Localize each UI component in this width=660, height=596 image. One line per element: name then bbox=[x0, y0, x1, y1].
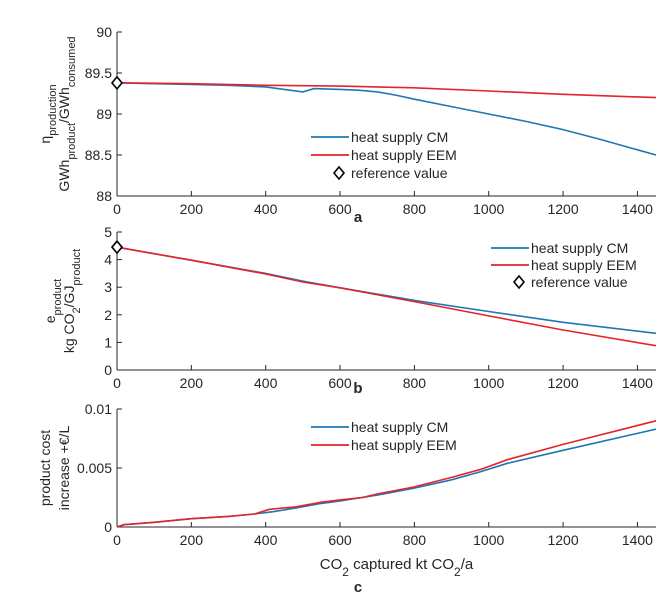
panel-letter: c bbox=[354, 579, 362, 596]
legend-label: heat supply EEM bbox=[531, 257, 637, 273]
y-tick-label: 0 bbox=[104, 362, 112, 378]
reference-marker bbox=[110, 75, 124, 91]
x-tick-label: 400 bbox=[254, 375, 278, 391]
chart-panel-b: 0 1 2 3 4 5 0 200 400 600 800 1000 1200 1400 eproductk… bbox=[42, 224, 657, 397]
x-tick-label: 1200 bbox=[547, 201, 578, 217]
legend-reference-marker bbox=[332, 165, 346, 181]
y-tick-label: 3 bbox=[104, 279, 112, 295]
x-tick-label: 800 bbox=[403, 375, 427, 391]
x-tick-label: 400 bbox=[254, 201, 278, 217]
y-axis-label: product cost increase +€/L bbox=[37, 426, 72, 511]
y-tick-label: 5 bbox=[104, 224, 112, 240]
panel-letter: a bbox=[354, 209, 363, 226]
series-line-eem bbox=[116, 82, 657, 99]
x-axis-label: CO2 captured kt CO2/a bbox=[320, 556, 474, 579]
legend-label: reference value bbox=[531, 274, 628, 290]
x-tick-label: 1000 bbox=[473, 532, 504, 548]
x-tick-label: 1000 bbox=[473, 375, 504, 391]
legend: heat supply CM heat supply EEM reference v… bbox=[311, 129, 457, 181]
x-tick-label: 200 bbox=[180, 532, 204, 548]
x-tick-label: 600 bbox=[328, 201, 352, 217]
y-tick-label: 0 bbox=[104, 519, 112, 535]
legend-reference-marker bbox=[512, 274, 526, 290]
series-line-eem bbox=[116, 420, 657, 528]
chart-panel-c: 0 0.005 0.01 0 200 400 600 800 1000 1200 1400 produ… bbox=[37, 401, 657, 596]
legend-label: heat supply CM bbox=[531, 240, 628, 256]
y-tick-label: 0.01 bbox=[85, 401, 112, 417]
x-tick-label: 600 bbox=[328, 532, 352, 548]
y-tick-label: 0.005 bbox=[77, 460, 112, 476]
x-tick-label: 200 bbox=[180, 375, 204, 391]
y-tick-label: 89.5 bbox=[85, 65, 112, 81]
y-tick-label: 88 bbox=[96, 188, 112, 204]
y-tick-label: 90 bbox=[96, 24, 112, 40]
x-tick-label: 400 bbox=[254, 532, 278, 548]
legend-label: reference value bbox=[351, 165, 448, 181]
x-tick-label: 200 bbox=[180, 201, 204, 217]
legend-label: heat supply EEM bbox=[351, 147, 457, 163]
x-tick-label: 1200 bbox=[547, 375, 578, 391]
y-tick-label: 89 bbox=[96, 106, 112, 122]
x-tick-label: 1400 bbox=[622, 532, 653, 548]
series-line-eem bbox=[116, 246, 657, 347]
reference-marker bbox=[110, 239, 124, 255]
legend: heat supply CM heat supply EEM bbox=[311, 419, 457, 453]
y-tick-label: 4 bbox=[104, 252, 112, 268]
legend-label: heat supply EEM bbox=[351, 437, 457, 453]
x-tick-label: 1000 bbox=[473, 201, 504, 217]
legend-label: heat supply CM bbox=[351, 419, 448, 435]
chart-panel-a: 88 88.5 89 89.5 90 0 200 400 600 800 1000 1200 1400 η… bbox=[37, 24, 657, 226]
y-axis-label: ηproductionGWhproduct/GWhconsumed bbox=[37, 36, 78, 191]
x-tick-label: 800 bbox=[403, 532, 427, 548]
x-tick-label: 0 bbox=[113, 375, 121, 391]
y-tick-label: 1 bbox=[104, 334, 112, 350]
y-axis-label: eproductkg CO2/GJproduct bbox=[42, 249, 83, 353]
x-tick-label: 0 bbox=[113, 532, 121, 548]
y-tick-label: 88.5 bbox=[85, 147, 112, 163]
panel-letter: b bbox=[353, 380, 362, 397]
x-tick-label: 0 bbox=[113, 201, 121, 217]
y-tick-label: 2 bbox=[104, 307, 112, 323]
x-tick-label: 1400 bbox=[622, 375, 653, 391]
x-tick-label: 1200 bbox=[547, 532, 578, 548]
x-tick-label: 800 bbox=[403, 201, 427, 217]
x-tick-label: 1400 bbox=[622, 201, 653, 217]
x-tick-label: 600 bbox=[328, 375, 352, 391]
legend-label: heat supply CM bbox=[351, 129, 448, 145]
